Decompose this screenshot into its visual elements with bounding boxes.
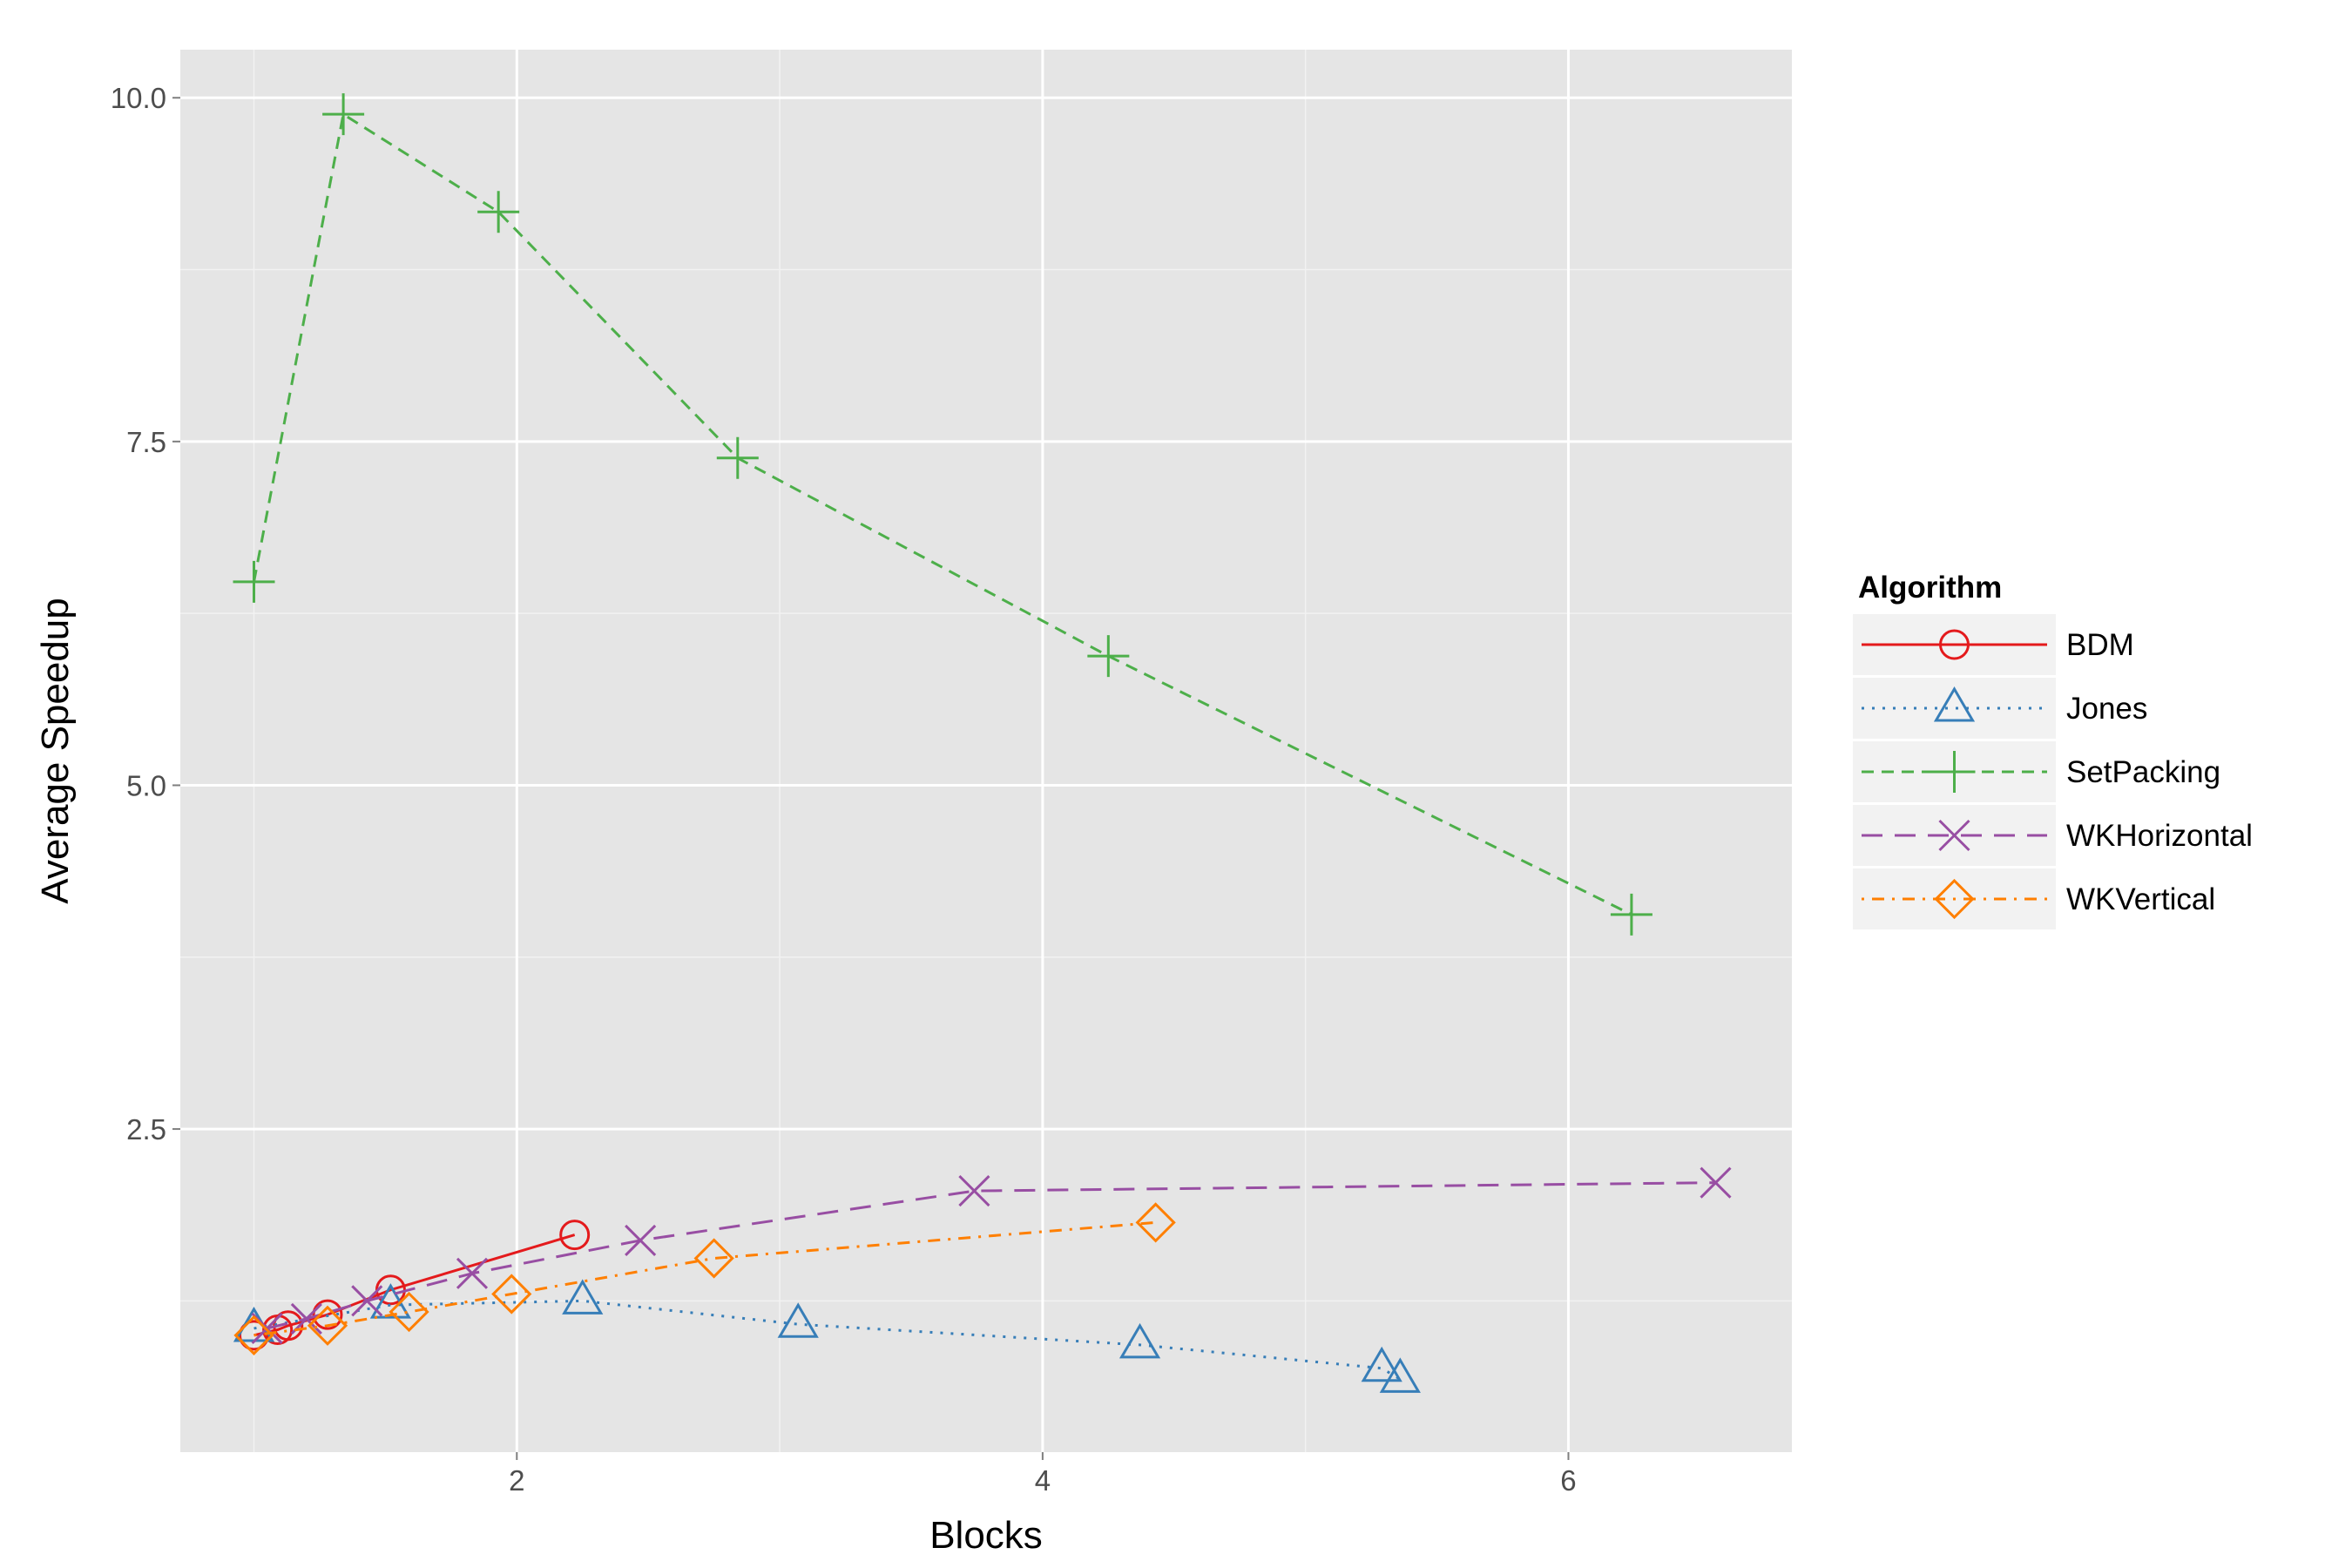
y-tick-label-1: 5.0 [126,769,166,801]
legend: Algorithm BDM Jones SetPacking WKHorizontal… [1853,571,2253,929]
point-wkvertical-4 [693,1238,734,1279]
x-axis-title: Blocks [929,1514,1043,1557]
legend-marker-wkvertical [1934,878,1975,920]
legend-item-bdm: BDM [1853,614,2134,675]
legend-label-setpacking: SetPacking [2066,755,2220,789]
legend-title: Algorithm [1858,571,2002,605]
point-wkhorizontal-5 [958,1175,990,1207]
series-layer [233,93,1732,1393]
legend-marker-setpacking [1933,751,1976,793]
point-wkvertical-2 [389,1291,429,1333]
point-bdm-3 [312,1299,343,1330]
legend-label-bdm: BDM [2066,628,2134,662]
point-wkvertical-1 [307,1305,348,1346]
point-jones-5 [1361,1346,1402,1382]
point-jones-3 [777,1302,819,1338]
point-setpacking-5 [1610,893,1652,936]
legend-label-jones: Jones [2066,692,2147,726]
point-wkvertical-5 [1135,1202,1176,1243]
axes-layer: 2 4 6 2.5 5.0 7.5 10.0 [111,82,1577,1497]
legend-label-wkvertical: WKVertical [2066,882,2215,916]
legend-item-wkhorizontal: WKHorizontal [1853,805,2253,866]
point-wkhorizontal-3 [456,1257,489,1289]
point-wkhorizontal-2 [351,1285,383,1317]
series-wkhorizontal [251,1166,1732,1345]
grid-major [180,50,1792,1452]
point-setpacking-0 [233,560,275,603]
legend-item-wkvertical: WKVertical [1853,868,2215,929]
point-setpacking-4 [1087,635,1130,678]
legend-marker-wkhorizontal [1938,819,1970,852]
point-setpacking-3 [716,436,759,479]
legend-item-setpacking: SetPacking [1853,741,2220,802]
point-jones-2 [562,1279,604,1315]
y-axis-title: Average Speedup [34,598,77,903]
x-tick-label-2: 6 [1560,1464,1576,1497]
legend-marker-bdm [1939,629,1970,660]
point-wkhorizontal-6 [1700,1166,1732,1199]
point-bdm-5 [559,1220,591,1251]
y-tick-label-3: 10.0 [111,82,166,114]
y-tick-label-0: 2.5 [126,1113,166,1146]
point-wkvertical-0 [233,1315,274,1355]
series-wkvertical [233,1202,1176,1355]
point-jones-4 [1119,1322,1161,1359]
grid-minor [180,50,1792,1452]
point-wkhorizontal-4 [625,1224,657,1256]
point-setpacking-1 [322,93,365,136]
series-line-setpacking [253,112,1632,916]
plot-panel [180,50,1792,1452]
x-tick-label-1: 4 [1035,1464,1051,1497]
x-tick-label-0: 2 [509,1464,524,1497]
legend-item-jones: Jones [1853,678,2147,739]
point-setpacking-2 [477,191,520,233]
series-line-wkvertical [253,1220,1156,1337]
point-jones-6 [1379,1357,1421,1393]
legend-marker-jones [1933,686,1976,722]
series-setpacking [233,93,1652,936]
legend-label-wkhorizontal: WKHorizontal [2066,819,2253,853]
y-tick-label-2: 7.5 [126,426,166,458]
point-wkvertical-3 [491,1274,532,1315]
